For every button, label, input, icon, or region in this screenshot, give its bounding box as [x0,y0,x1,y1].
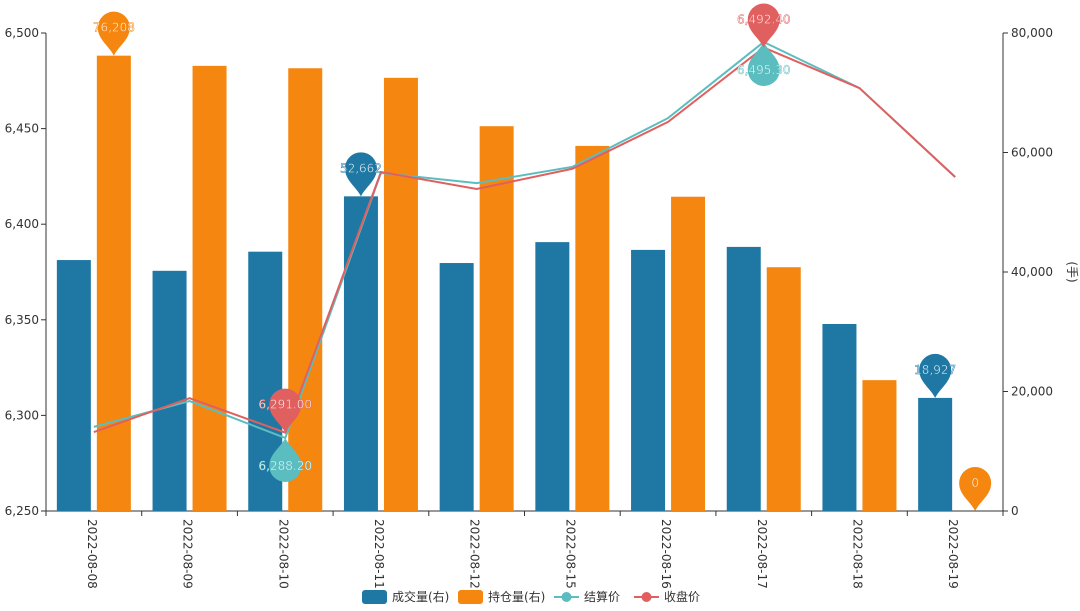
bar-0 [726,246,761,511]
x-tick-label: 2022-08-19 [946,519,960,589]
marker-label: 0 [971,476,979,490]
legend-dot [561,592,572,602]
legend-swatch [362,590,387,604]
bar-1 [766,267,801,511]
line-结算价 [93,40,956,440]
bar-0 [56,260,91,511]
bar-0 [631,249,666,511]
marker-label: 6,492.40 [737,13,790,27]
bar-1 [96,55,131,512]
bar-1 [862,380,897,511]
bar-1 [575,145,610,512]
left-tick-label: 6,250 [5,504,39,518]
marker-pin [747,3,780,48]
bar-1 [288,68,323,511]
line-收盘价 [93,46,956,434]
right-tick-label: 60,000 [1011,146,1053,160]
x-tick-label: 2022-08-11 [372,519,386,589]
x-tick-label: 2022-08-10 [276,519,290,589]
right-tick-label: 0 [1011,504,1019,518]
right-axis-title: (手) [1065,261,1079,282]
marker-pin [959,467,992,511]
marker-label: 6,291.00 [259,398,312,412]
bar-0 [535,242,570,511]
x-tick-label: 2022-08-16 [659,519,673,589]
bar-0 [439,263,474,511]
right-tick-label: 40,000 [1011,265,1053,279]
bar-1 [671,196,706,511]
x-tick-label: 2022-08-08 [85,519,99,589]
marker-pin [747,41,780,86]
left-tick-label: 6,400 [5,217,39,231]
x-tick-label: 2022-08-12 [468,519,482,589]
marker-label: 6,495.30 [737,63,790,77]
legend-label: 成交量(右) [392,589,449,604]
marker-pin [344,152,377,197]
x-tick-label: 2022-08-09 [181,519,195,589]
x-tick-label: 2022-08-17 [755,519,769,589]
right-tick-label: 80,000 [1011,26,1053,40]
marker-pin [919,353,952,398]
right-tick-label: 20,000 [1011,385,1053,399]
marker-label: 52,662 [340,161,382,175]
left-tick-label: 6,350 [5,313,39,327]
x-tick-label: 2022-08-18 [850,519,864,589]
left-tick-label: 6,500 [5,26,39,40]
x-tick-label: 2022-08-15 [563,519,577,589]
marker-pin [269,388,302,433]
marker-label: 6,288.20 [259,459,312,473]
legend-dot [641,592,652,602]
marker-pin [269,437,302,482]
bar-1 [383,77,418,511]
legend-label: 结算价 [584,589,620,604]
legend-label: 持仓量(右) [488,589,545,604]
marker-pin [97,11,130,56]
left-tick-label: 6,300 [5,408,39,422]
bar-0 [152,270,187,511]
bar-0 [918,397,953,511]
bar-0 [822,323,857,511]
legend-swatch [458,590,483,604]
bar-1 [479,126,514,512]
legend-label: 收盘价 [664,589,700,604]
marker-label: 18,927 [914,363,956,377]
bar-1 [192,65,227,512]
bar-0 [343,196,378,511]
marker-label: 76,208 [93,21,135,35]
left-tick-label: 6,450 [5,122,39,136]
